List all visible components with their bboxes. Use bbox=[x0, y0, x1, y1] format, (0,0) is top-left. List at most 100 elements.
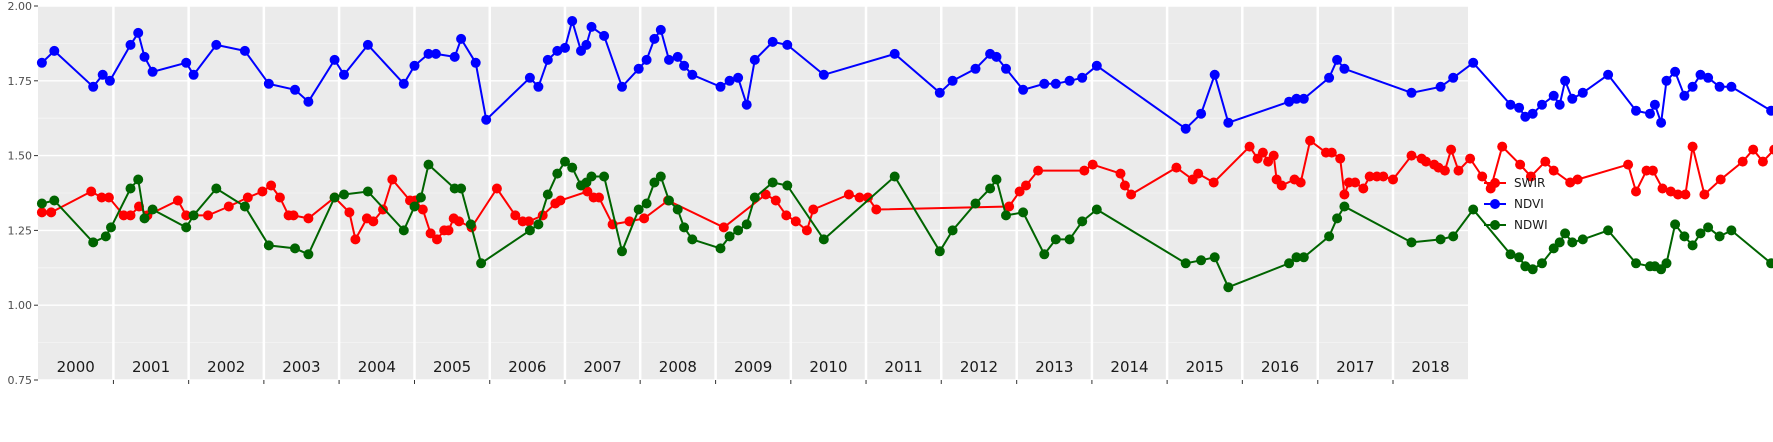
y-tick-label: 1.50 bbox=[8, 150, 33, 163]
data-point-swir bbox=[1548, 165, 1559, 176]
data-point-swir bbox=[1305, 135, 1316, 146]
data-point-ndwi bbox=[188, 210, 199, 221]
data-point-ndvi bbox=[147, 66, 158, 77]
data-point-swir bbox=[1680, 189, 1691, 200]
data-point-ndwi bbox=[782, 180, 793, 191]
data-point-ndwi bbox=[641, 198, 652, 209]
data-point-ndvi bbox=[567, 16, 578, 26]
data-point-ndwi bbox=[542, 189, 553, 200]
data-point-swir bbox=[1769, 144, 1773, 155]
data-point-ndvi bbox=[715, 81, 726, 92]
data-point-ndvi bbox=[934, 87, 945, 98]
data-point-ndvi bbox=[409, 60, 420, 71]
data-point-ndwi bbox=[49, 195, 60, 206]
data-point-swir bbox=[510, 210, 521, 221]
data-point-ndwi bbox=[749, 192, 760, 203]
data-point-ndwi bbox=[970, 198, 981, 209]
year-label: 2002 bbox=[207, 358, 245, 376]
data-point-ndwi bbox=[1560, 228, 1571, 239]
data-point-ndwi bbox=[1050, 234, 1061, 245]
legend-label-swir: SWIR bbox=[1514, 176, 1545, 190]
data-point-ndwi bbox=[1505, 249, 1516, 260]
data-point-swir bbox=[1687, 141, 1698, 152]
legend-key-marker bbox=[1490, 199, 1500, 209]
data-point-swir bbox=[443, 225, 454, 236]
data-point-swir bbox=[1748, 144, 1759, 155]
data-point-swir bbox=[781, 210, 792, 221]
data-point-ndvi bbox=[889, 48, 900, 59]
data-point-ndvi bbox=[649, 33, 660, 44]
data-point-ndwi bbox=[991, 174, 1002, 185]
data-point-ndvi bbox=[1670, 66, 1681, 77]
legend: SWIR NDVI NDWI bbox=[1484, 176, 1548, 232]
data-point-ndvi bbox=[672, 51, 683, 62]
data-point-ndvi bbox=[1209, 69, 1220, 80]
y-axis: 0.75 1.00 1.25 1.50 1.75 2.00 bbox=[8, 0, 38, 387]
data-point-ndvi bbox=[239, 45, 250, 56]
year-label: 2003 bbox=[282, 358, 320, 376]
data-point-ndvi bbox=[655, 24, 666, 35]
data-point-ndwi bbox=[1339, 201, 1350, 212]
year-label: 2008 bbox=[659, 358, 697, 376]
data-point-ndvi bbox=[88, 81, 99, 92]
year-label: 2009 bbox=[734, 358, 772, 376]
data-point-swir bbox=[36, 207, 47, 218]
data-point-ndwi bbox=[456, 183, 467, 194]
data-point-ndvi bbox=[1577, 87, 1588, 98]
data-point-swir bbox=[425, 228, 436, 239]
data-point-swir bbox=[1497, 141, 1508, 152]
data-point-swir bbox=[350, 234, 361, 245]
data-point-ndvi bbox=[1554, 99, 1565, 110]
data-point-ndvi bbox=[1505, 99, 1516, 110]
series-ndvi bbox=[36, 16, 1773, 134]
data-point-swir bbox=[1208, 177, 1219, 188]
data-point-swir bbox=[1673, 189, 1683, 200]
data-point-swir bbox=[223, 201, 234, 212]
data-point-ndwi bbox=[290, 243, 300, 254]
data-point-ndwi bbox=[985, 183, 996, 194]
data-point-swir bbox=[1358, 183, 1369, 194]
data-point-swir bbox=[1335, 153, 1346, 164]
data-point-ndvi bbox=[733, 72, 744, 83]
data-point-ndwi bbox=[1223, 282, 1234, 293]
legend-label-ndwi: NDWI bbox=[1514, 218, 1548, 232]
y-tick-label: 1.75 bbox=[8, 75, 33, 88]
data-point-ndvi bbox=[1180, 123, 1191, 134]
data-point-swir bbox=[417, 204, 428, 215]
data-point-ndvi bbox=[679, 60, 690, 71]
series-layer bbox=[36, 16, 1773, 293]
data-point-swir bbox=[1515, 159, 1526, 170]
data-point-swir bbox=[1014, 186, 1025, 197]
year-label: 2018 bbox=[1412, 358, 1450, 376]
data-point-ndvi bbox=[1679, 90, 1690, 101]
data-point-ndvi bbox=[542, 54, 553, 65]
data-point-ndvi bbox=[1001, 63, 1011, 74]
data-point-swir bbox=[1406, 150, 1417, 161]
data-point-swir bbox=[1453, 165, 1464, 176]
data-point-ndwi bbox=[239, 201, 250, 212]
data-point-ndvi bbox=[470, 57, 481, 68]
data-point-swir bbox=[1171, 162, 1182, 173]
data-point-swir bbox=[523, 216, 534, 227]
data-point-swir bbox=[1276, 180, 1287, 191]
data-point-ndvi bbox=[125, 39, 136, 50]
data-point-swir bbox=[1737, 156, 1748, 167]
year-label: 2011 bbox=[885, 358, 923, 376]
data-point-ndvi bbox=[970, 63, 981, 74]
data-point-swir bbox=[1421, 156, 1431, 167]
year-label: 2007 bbox=[583, 358, 621, 376]
data-point-ndwi bbox=[533, 219, 544, 230]
data-point-ndwi bbox=[934, 246, 945, 257]
data-point-swir bbox=[770, 195, 781, 206]
data-point-swir bbox=[242, 192, 253, 203]
data-point-ndwi bbox=[649, 177, 660, 188]
data-point-ndwi bbox=[672, 204, 683, 215]
data-point-swir bbox=[808, 204, 819, 215]
data-point-ndwi bbox=[741, 219, 752, 230]
data-point-ndvi bbox=[641, 54, 652, 65]
year-label: 2005 bbox=[433, 358, 471, 376]
data-point-ndvi bbox=[947, 75, 958, 86]
data-point-ndvi bbox=[581, 39, 592, 50]
year-label: 2014 bbox=[1110, 358, 1148, 376]
